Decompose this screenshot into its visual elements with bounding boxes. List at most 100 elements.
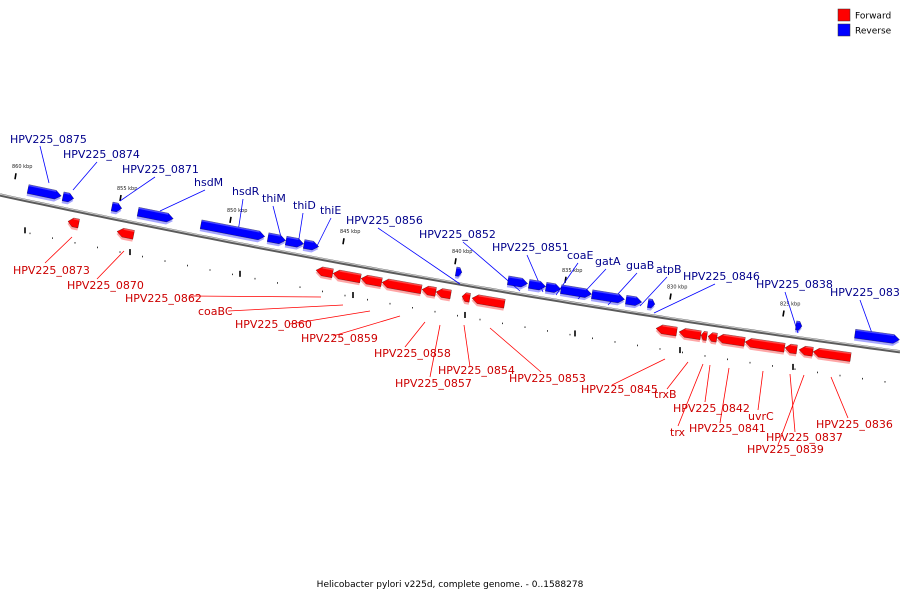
leader-line [489, 327, 542, 373]
forward-gene-HPV225_0841 [716, 334, 746, 349]
gene-arrow [854, 329, 900, 344]
gene-label: HPV225_0841 [689, 422, 766, 435]
legend-swatch-reverse [837, 23, 851, 37]
reverse-gene-HPV225_0856 [454, 266, 463, 279]
legend: Forward Reverse [837, 8, 892, 37]
major-tick-top [342, 238, 345, 245]
gene-arrow [545, 282, 562, 293]
gene-label: thiM [262, 192, 286, 205]
tick-label: 825 kbp [780, 301, 800, 307]
gene-gloss [201, 219, 260, 233]
gene-label: HPV225_0871 [122, 163, 199, 176]
gene-arrow [303, 239, 319, 251]
leader-line [315, 217, 332, 249]
gene-gloss [286, 236, 299, 240]
gene-label: HPV225_0853 [509, 372, 586, 385]
gene-gloss [723, 334, 746, 339]
gene-label: trxB [654, 388, 677, 401]
gene-arrow [471, 294, 506, 309]
forward-gene-HPV225_0873 [67, 217, 80, 231]
gene-label: thiD [293, 199, 316, 212]
forward-gene-HPV225_0862 [315, 266, 334, 281]
gene-gloss [751, 338, 786, 345]
reverse-gene-thiD [284, 236, 304, 250]
tick-label: 855 kbp [117, 186, 137, 192]
gene-arrow [784, 343, 798, 355]
gene-label: HPV225_0875 [10, 133, 87, 146]
gene-label: HPV225_0860 [235, 318, 312, 331]
gene-arrow [707, 332, 718, 343]
gene-gloss [304, 239, 314, 243]
tick-label: 840 kbp [452, 249, 472, 255]
gene-label: HPV225_0862 [125, 292, 202, 305]
gene-arrow [61, 191, 74, 203]
gene-label: HPV225_0851 [492, 241, 569, 254]
gene-arrow [116, 228, 135, 240]
gene-label: HPV225_0874 [63, 148, 140, 161]
gene-gloss [339, 270, 362, 276]
leader-line [332, 315, 401, 337]
major-tick-top [454, 258, 457, 265]
gene-gloss [456, 266, 461, 270]
gene-gloss [442, 288, 452, 292]
gene-gloss [529, 279, 541, 283]
gene-arrow [655, 324, 678, 337]
gene-arrow [26, 184, 62, 200]
gene-label: hsdR [232, 185, 260, 198]
gene-features [26, 184, 900, 364]
forward-gene-HPV225_0860 [360, 275, 383, 290]
gene-arrow [110, 201, 122, 213]
reverse-gene-hsdM [136, 207, 174, 225]
gene-label: guaB [626, 259, 654, 272]
gene-arrow [267, 232, 286, 244]
leader-line [677, 363, 704, 427]
gene-arrow [625, 295, 643, 306]
leader-line [704, 364, 711, 403]
major-tick-top [782, 310, 785, 317]
gene-arrow [136, 207, 174, 223]
gene-label: HPV225_0846 [683, 270, 760, 283]
leader-line [404, 321, 426, 348]
gene-label: HPV225_0836 [816, 418, 893, 431]
gene-label: HPV225_0838 [756, 278, 833, 291]
gene-gloss [561, 284, 587, 291]
gene-arrow [798, 346, 814, 357]
gene-gloss [508, 275, 523, 280]
forward-gene-HPV225_0858 [421, 285, 437, 299]
gene-arrow [812, 348, 852, 362]
reverse-gene-atpB [624, 295, 643, 309]
reverse-gene-gatA [559, 284, 592, 301]
gene-gloss [790, 344, 798, 347]
leader-line [789, 373, 796, 433]
forward-gene-HPV225_0870 [116, 228, 135, 242]
gene-arrow [435, 288, 452, 300]
gene-arrow [421, 285, 437, 297]
reverse-gene-HPV225_0871 [110, 201, 122, 215]
forward-gene-HPV225_0836 [812, 348, 852, 364]
leader-line [72, 161, 98, 191]
gene-gloss [466, 292, 471, 295]
genome-backbone [0, 193, 900, 354]
reverse-gene-hsdR [199, 219, 266, 243]
gene-gloss [63, 191, 70, 195]
gene-gloss [112, 202, 119, 205]
gene-gloss [685, 328, 702, 333]
gene-arrow [381, 278, 423, 294]
reverse-gene-HPV225_0835 [854, 329, 900, 346]
gene-arrow [678, 328, 702, 340]
gene-gloss [268, 232, 281, 237]
gene-arrow [700, 331, 708, 341]
legend-label: Forward [855, 12, 891, 22]
reverse-gene-HPV225_0852 [506, 275, 528, 290]
gene-label: coaE [567, 249, 594, 262]
gene-label: HPV225_0837 [766, 431, 843, 444]
gene-arrow [360, 275, 383, 287]
leader-line [666, 361, 689, 390]
leader-line [96, 250, 125, 280]
gene-arrow [647, 298, 656, 309]
forward-gene-HPV225_0845 [655, 324, 678, 339]
leader-line [719, 367, 730, 424]
